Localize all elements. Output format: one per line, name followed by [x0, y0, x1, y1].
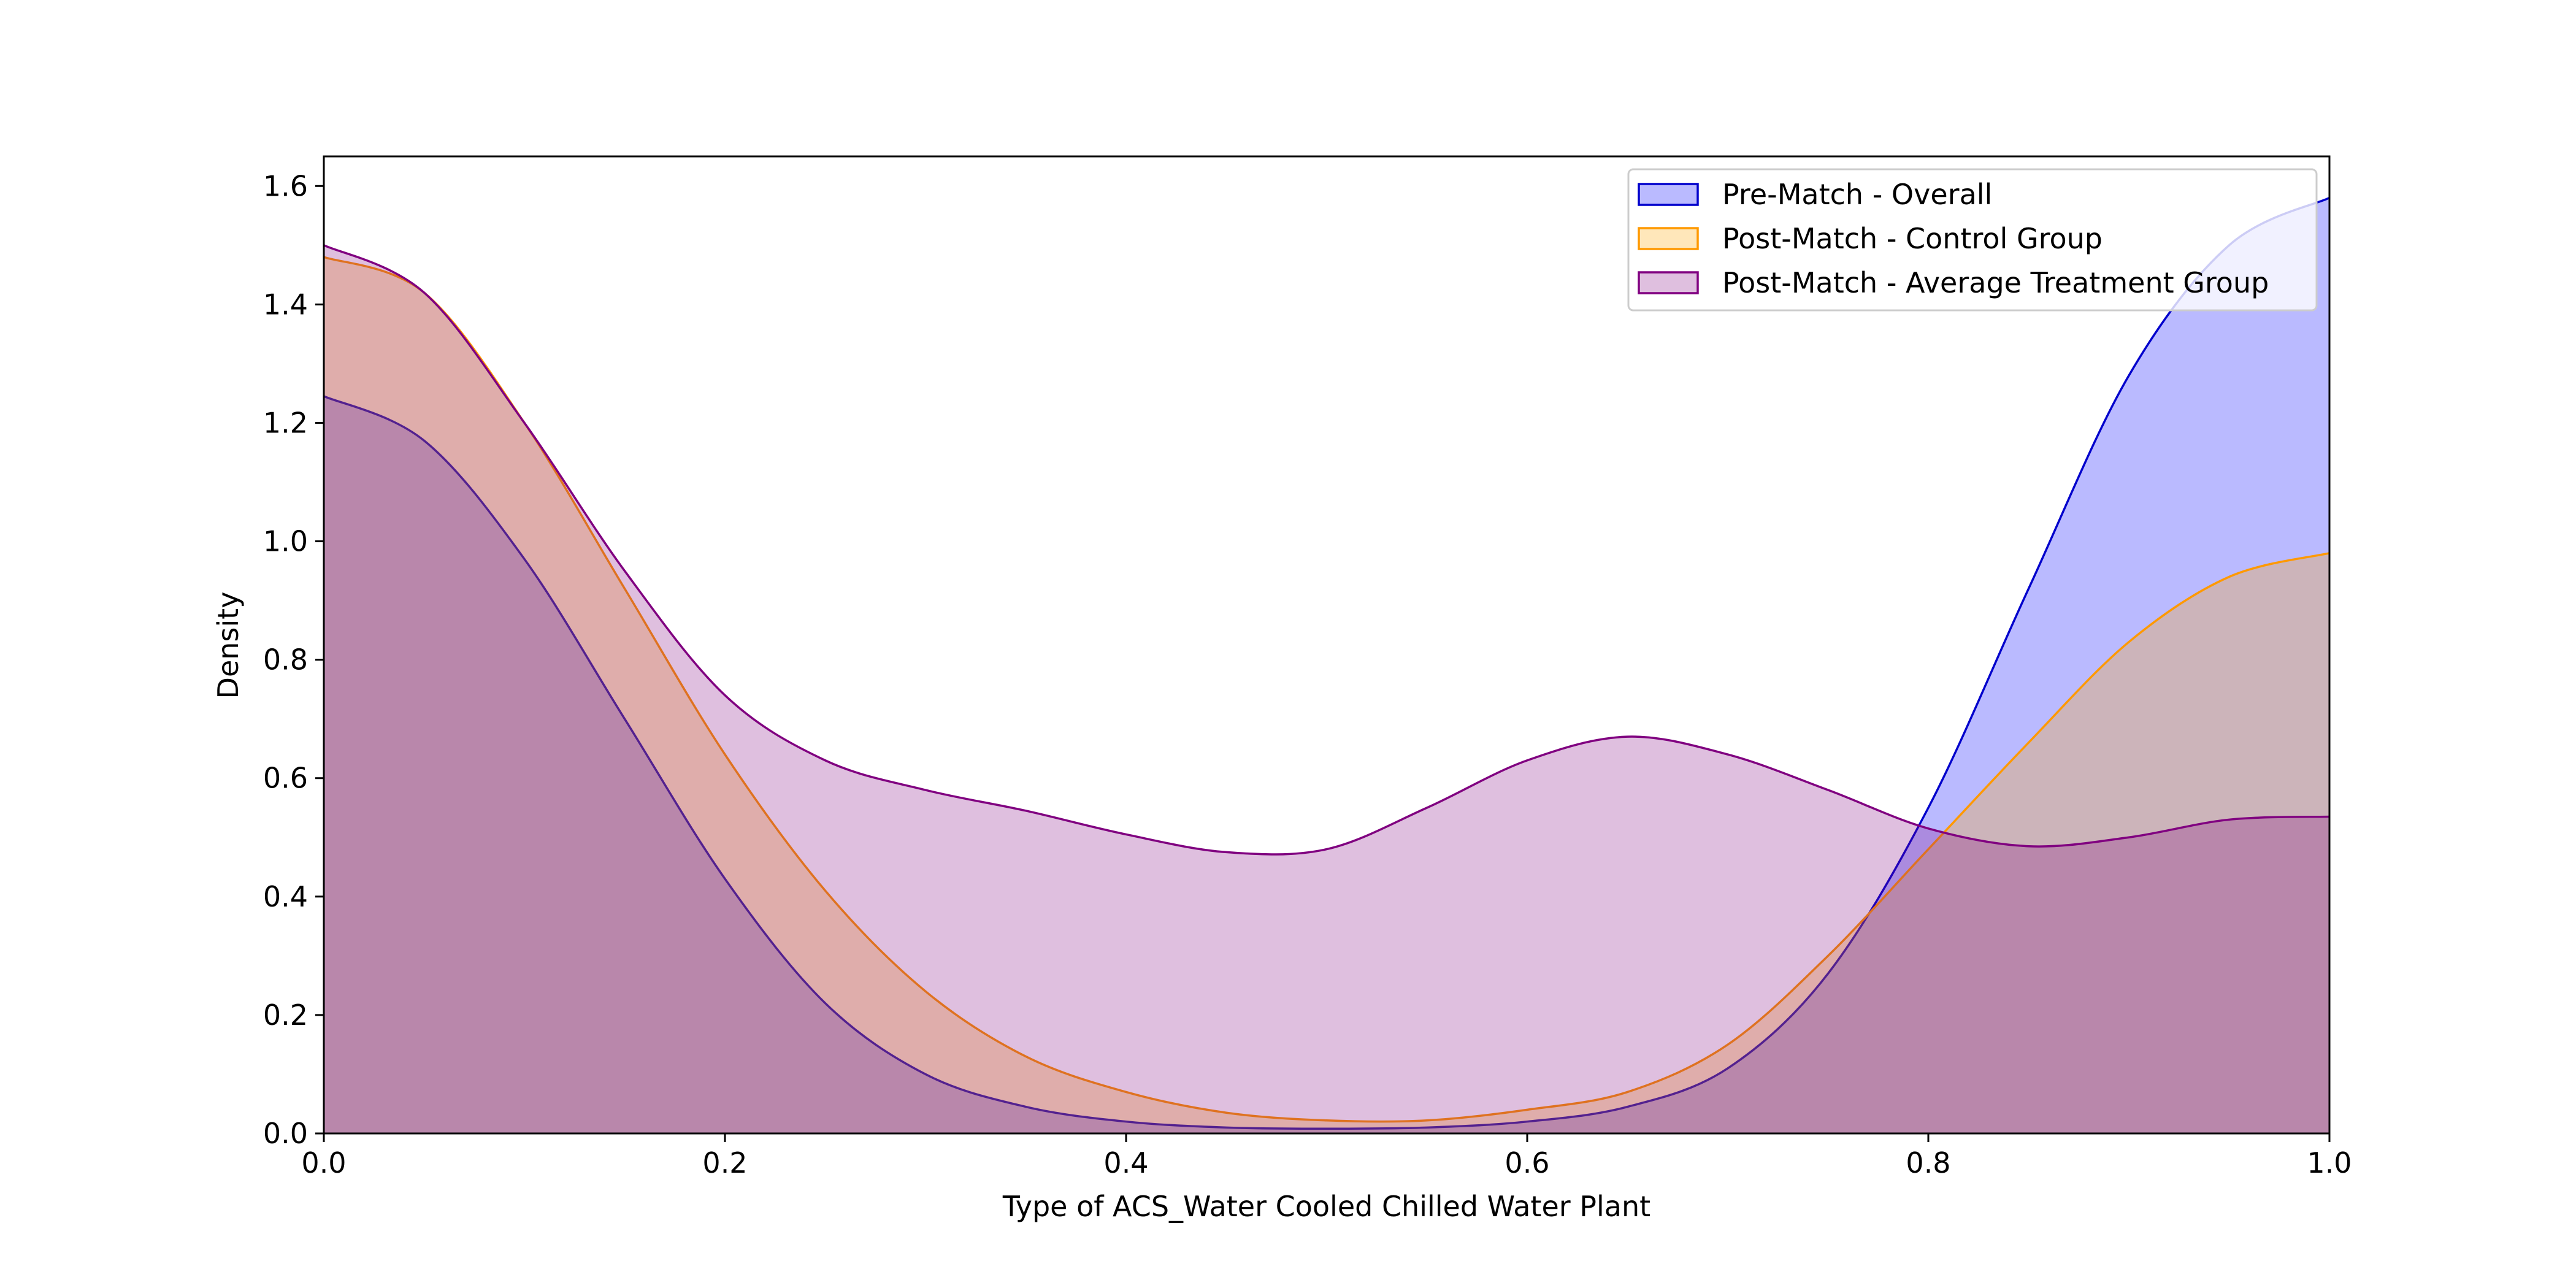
legend-label-pre-match-overall: Pre-Match - Overall: [1722, 178, 1992, 211]
plot-series: [323, 196, 2330, 1134]
legend-swatch-post-match-average-treatment-group: [1638, 271, 1699, 294]
y-tick-label: 1.6: [263, 169, 308, 202]
plot-frame: [323, 155, 2331, 1135]
y-tick-label: 1.2: [263, 406, 308, 439]
series-area-post-match-control-group: [324, 257, 2329, 1133]
x-tick-label: 1.0: [2307, 1146, 2352, 1179]
x-tick-label: 0.4: [1103, 1146, 1148, 1179]
y-axis: 0.0 0.2 0.4 0.6 0.8 1.0 1.2 1.4 1.6: [263, 169, 324, 1150]
legend-label-post-match-control-group: Post-Match - Control Group: [1722, 222, 2103, 255]
y-tick-label: 0.0: [263, 1117, 308, 1150]
x-tick-label: 0.8: [1906, 1146, 1950, 1179]
series-area-post-match-average-treatment-group: [324, 245, 2329, 1133]
x-axis: 0.0 0.2 0.4 0.6 0.8 1.0: [301, 1133, 2352, 1179]
y-tick-label: 0.2: [263, 999, 308, 1032]
series-area-pre-match-overall: [324, 197, 2329, 1134]
series-line-post-match-average-treatment-group: [323, 244, 2330, 856]
legend: Pre-Match - Overall Post-Match - Control …: [1627, 168, 2318, 312]
legend-swatch-post-match-control-group: [1638, 227, 1699, 250]
x-tick-label: 0.6: [1505, 1146, 1549, 1179]
x-axis-label: Type of ACS_Water Cooled Chilled Water P…: [1002, 1190, 1650, 1223]
legend-swatch-pre-match-overall: [1638, 183, 1699, 206]
legend-box: [1627, 168, 2318, 312]
y-tick-label: 0.8: [263, 643, 308, 677]
y-tick-label: 0.4: [263, 880, 308, 913]
legend-label-post-match-average-treatment-group: Post-Match - Average Treatment Group: [1722, 266, 2269, 299]
x-tick-label: 0.0: [301, 1146, 346, 1179]
series-line-post-match-control-group: [323, 256, 2330, 1123]
x-tick-label: 0.2: [702, 1146, 747, 1179]
y-tick-label: 1.0: [263, 525, 308, 558]
series-line-pre-match-overall: [323, 196, 2330, 1130]
y-tick-label: 0.6: [263, 762, 308, 795]
y-axis-label: Density: [212, 592, 245, 699]
y-tick-label: 1.4: [263, 288, 308, 321]
